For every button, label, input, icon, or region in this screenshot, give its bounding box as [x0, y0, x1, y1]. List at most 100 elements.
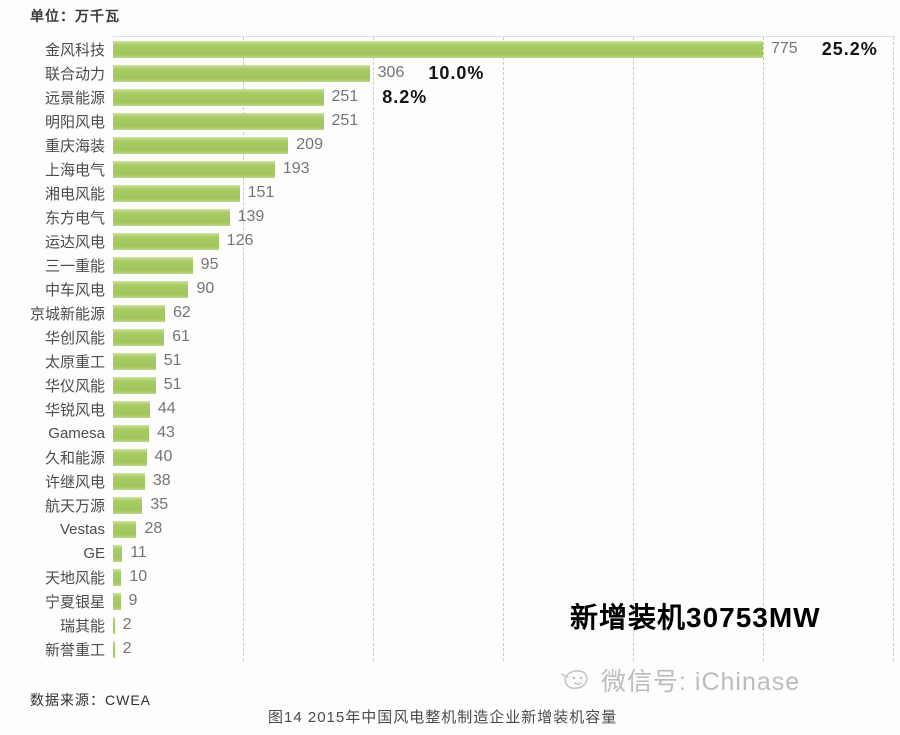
bar — [113, 616, 115, 634]
bar — [113, 472, 145, 490]
category-label: 联合动力 — [44, 65, 105, 83]
gridline — [893, 37, 894, 661]
value-label: 90 — [196, 280, 215, 297]
bar — [113, 232, 219, 250]
gridline — [633, 37, 634, 661]
value-label: 10 — [129, 568, 148, 585]
percent-label: 8.2% — [382, 86, 428, 107]
category-label: 太原重工 — [44, 353, 105, 371]
category-label: Gamesa — [48, 424, 105, 442]
value-label: 9 — [128, 592, 138, 609]
watermark: 微信号: iChinase — [560, 662, 800, 698]
category-label: 明阳风电 — [44, 113, 105, 131]
bar — [113, 448, 147, 466]
watermark-text: 微信号: iChinase — [601, 668, 801, 696]
bar-row: 太原重工 51 — [45, 349, 895, 373]
unit-label: 单位：万千瓦 — [30, 8, 120, 24]
category-label: 久和能源 — [44, 449, 105, 467]
value-label: 28 — [144, 520, 163, 537]
bar — [113, 640, 115, 658]
value-label: 306 — [377, 64, 405, 81]
gridline — [503, 37, 504, 661]
bar — [113, 256, 193, 274]
value-label: 95 — [200, 256, 219, 273]
bar-row: Gamesa 43 — [48, 421, 895, 445]
bar — [113, 184, 240, 202]
value-label: 2 — [122, 640, 132, 657]
bar — [113, 136, 289, 154]
bar-row: 宁夏银星 9 — [45, 589, 895, 613]
value-label: 251 — [331, 88, 359, 105]
category-label: 华创风能 — [44, 329, 105, 347]
gridline — [763, 37, 764, 661]
value-label: 2 — [122, 616, 132, 633]
bar-row: 金风科技 775 25.2% — [45, 37, 895, 61]
value-label: 126 — [226, 232, 254, 249]
bar-row: 远景能源 251 8.2% — [45, 85, 895, 109]
bar-row: 华仪风能 51 — [45, 373, 895, 397]
category-label: 上海电气 — [44, 161, 105, 179]
category-label: Vestas — [59, 520, 105, 538]
value-label: 44 — [157, 400, 176, 417]
bar — [113, 520, 137, 538]
value-label: 43 — [157, 424, 175, 441]
category-label: 湘电风能 — [44, 185, 105, 203]
value-label: 139 — [237, 208, 265, 225]
gridline — [243, 37, 244, 661]
value-label: 151 — [247, 184, 275, 201]
value-label: 61 — [172, 328, 190, 345]
bar — [113, 304, 165, 322]
value-label: 51 — [163, 376, 182, 393]
bar-row: 瑞其能 2 — [60, 613, 895, 637]
category-label: GE — [83, 544, 105, 562]
bar — [113, 592, 121, 610]
bar — [113, 400, 150, 418]
value-label: 62 — [173, 304, 191, 321]
bar-row: 三一重能 95 — [45, 253, 895, 277]
bar — [113, 352, 156, 370]
bar-row: 重庆海装 209 — [45, 133, 895, 157]
data-source-label: 数据来源：CWEA — [30, 692, 151, 708]
bar-row: 联合动力 306 10.0% — [45, 61, 895, 85]
category-label: 三一重能 — [44, 257, 105, 275]
bar — [113, 568, 122, 586]
category-label: 运达风电 — [44, 233, 105, 251]
value-label: 11 — [130, 544, 147, 561]
category-label: 天地风能 — [44, 569, 105, 587]
category-label: 华仪风能 — [44, 377, 105, 395]
category-label: 京城新能源 — [29, 305, 105, 323]
bar — [113, 424, 150, 442]
bar-row: 上海电气 193 — [45, 157, 895, 181]
bar — [113, 40, 763, 58]
bar-row: 天地风能 10 — [45, 565, 895, 589]
bar — [113, 328, 165, 346]
percent-label: 25.2% — [821, 38, 878, 59]
category-label: 航天万源 — [44, 497, 105, 515]
bar-row: 华锐风电 44 — [45, 397, 895, 421]
gridline — [373, 37, 374, 661]
wechat-face-icon — [561, 670, 588, 690]
bar — [113, 208, 230, 226]
bar-row: 新誉重工 2 — [45, 637, 895, 661]
category-label: 瑞其能 — [59, 617, 105, 635]
bar-row: 运达风电 126 — [45, 229, 895, 253]
total-annotation: 新增装机30753MW — [570, 602, 821, 633]
bar — [113, 544, 123, 562]
bar-row: 湘电风能 151 — [45, 181, 895, 205]
bar-row: 京城新能源 62 — [30, 301, 895, 325]
bar — [113, 64, 370, 82]
category-label: 新誉重工 — [44, 641, 105, 659]
bar — [113, 112, 324, 130]
value-label: 51 — [163, 352, 182, 369]
value-label: 193 — [282, 160, 310, 177]
bar-row: Vestas 28 — [60, 517, 895, 541]
bar-row: 许继风电 38 — [45, 469, 895, 493]
bar — [113, 160, 275, 178]
percent-label: 10.0% — [428, 62, 485, 83]
category-label: 金风科技 — [44, 41, 105, 59]
bar-row: GE 11 — [83, 541, 895, 565]
category-label: 远景能源 — [44, 89, 105, 107]
category-label: 华锐风电 — [44, 401, 105, 419]
category-label: 宁夏银星 — [44, 593, 105, 611]
